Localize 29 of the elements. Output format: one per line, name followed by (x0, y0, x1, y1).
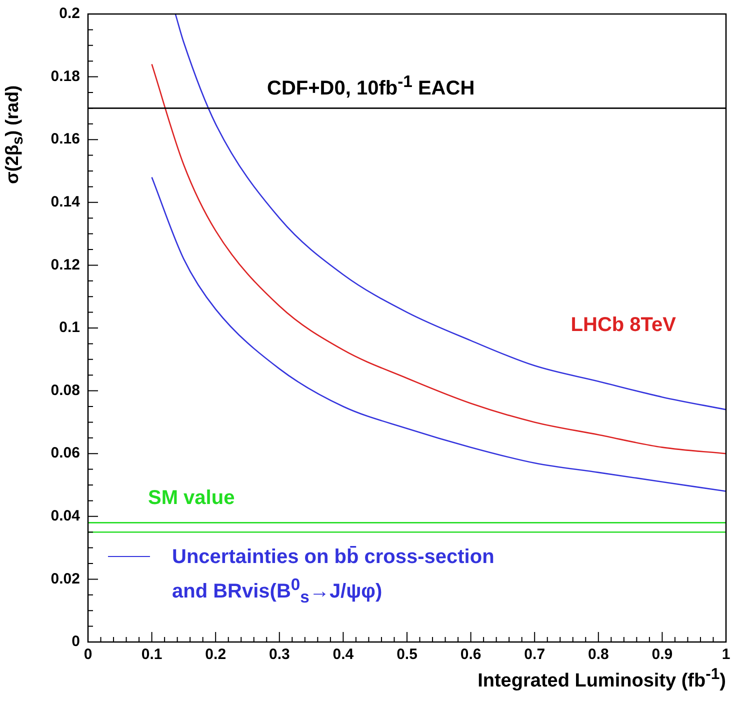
x-tick-label: 0.4 (332, 646, 354, 664)
y-tick-label: 0.16 (50, 130, 80, 148)
y-tick-label: 0.12 (50, 256, 80, 274)
x-tick-label: 1 (722, 646, 730, 664)
x-tick-label: 0.8 (588, 646, 609, 664)
ref-line-label: SM value (148, 486, 235, 510)
x-tick-label: 0.6 (460, 646, 482, 664)
y-tick-label: 0.14 (50, 194, 81, 211)
y-tick-label: 0.02 (50, 570, 80, 588)
y-tick-label: 0.06 (50, 444, 80, 462)
x-tick-label: 0.7 (524, 646, 546, 664)
y-tick-label: 0.18 (50, 68, 80, 85)
y-tick-label: 0.08 (50, 382, 80, 399)
x-tick-label: 0.9 (652, 646, 673, 664)
y-tick-label: 0.04 (50, 508, 81, 525)
line-series (174, 13, 727, 410)
x-tick-label: 0.3 (268, 646, 290, 664)
x-tick-label: 0 (84, 646, 92, 664)
x-axis-title: Integrated Luminosity (fb$^{-1}$) (478, 666, 726, 692)
y-tick-label: 0.1 (59, 319, 80, 336)
x-tick-label: 0.5 (396, 646, 418, 664)
text: LHCb 8TeV (570, 314, 676, 337)
ref-line-label: CDF+D0, 10fb$^{-1}$ EACH (267, 72, 475, 101)
x-tick-label: 0.1 (141, 646, 162, 664)
y-tick-label: 0 (72, 633, 80, 650)
y-tick-label: 0.2 (59, 5, 80, 22)
x-tick-label: 0.2 (205, 646, 226, 664)
legend-label: Uncertainties on bb̄ cross-section and BRvis(B$^{0}$$_{s}$→J/ψφ) (172, 545, 496, 609)
line-series (151, 64, 727, 454)
